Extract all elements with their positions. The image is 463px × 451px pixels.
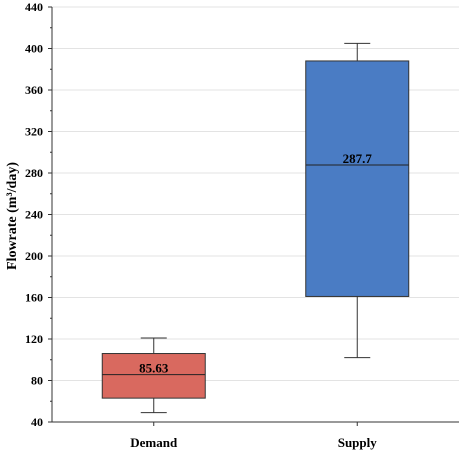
median-label: 85.63 — [139, 361, 169, 376]
y-tick-label: 280 — [25, 166, 43, 180]
y-tick-label: 200 — [25, 249, 43, 263]
y-axis-ticks: 40 80 120 160 200 240 280 320 360 400 440 — [25, 0, 52, 429]
y-tick-label: 360 — [25, 83, 43, 97]
y-axis-title: Flowrate (m³/day) — [5, 162, 20, 270]
y-tick-label: 320 — [25, 125, 43, 139]
x-category-label: Supply — [338, 435, 378, 450]
y-tick-label: 240 — [25, 208, 43, 222]
y-tick-label: 40 — [31, 415, 43, 429]
y-tick-label: 160 — [25, 291, 43, 305]
y-tick-label: 80 — [31, 374, 43, 388]
y-tick-label: 120 — [25, 332, 43, 346]
box-iqr — [305, 60, 410, 297]
median-label: 287.7 — [343, 151, 373, 166]
x-axis-labels: Demand Supply — [130, 422, 377, 450]
y-tick-label: 400 — [25, 42, 43, 56]
box-demand: 85.63 — [101, 337, 206, 414]
y-tick-label: 440 — [25, 0, 43, 14]
x-category-label: Demand — [130, 435, 178, 450]
box-series: 85.63 287.7 — [101, 42, 410, 414]
box-iqr — [101, 353, 206, 399]
box-supply: 287.7 — [305, 42, 410, 359]
